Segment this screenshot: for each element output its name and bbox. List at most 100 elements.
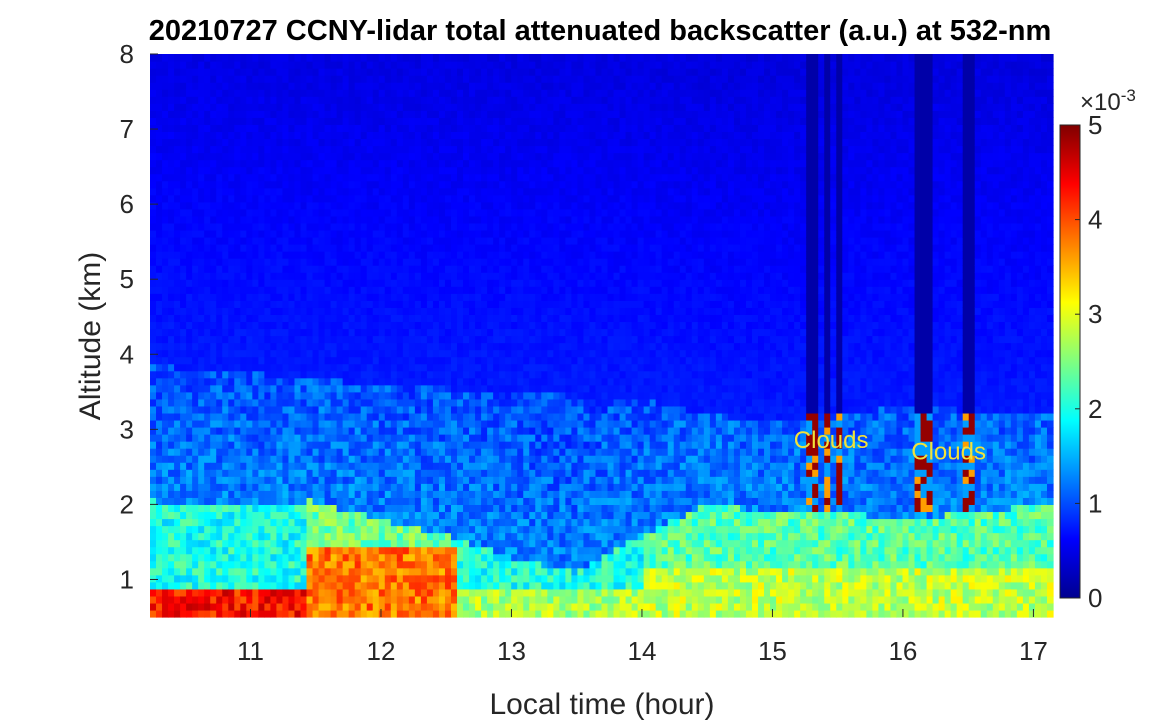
- heatmap-cell: [426, 68, 434, 76]
- heatmap-cell: [246, 131, 253, 140]
- heatmap-cell: [156, 145, 163, 154]
- heatmap-cell: [210, 546, 217, 555]
- heatmap-cell: [481, 187, 488, 196]
- heatmap-cell: [438, 546, 446, 555]
- heatmap-cell: [511, 363, 518, 372]
- heatmap-cell: [354, 546, 362, 555]
- heatmap-cell: [162, 152, 169, 161]
- heatmap-cell: [493, 448, 500, 456]
- heatmap-cell: [336, 152, 344, 161]
- heatmap-cell: [457, 405, 464, 414]
- heatmap-cell: [312, 574, 320, 583]
- heatmap-cell: [426, 215, 434, 224]
- heatmap-cell: [258, 96, 265, 104]
- heatmap-cell: [246, 103, 253, 111]
- heatmap-cell: [210, 497, 217, 505]
- heatmap-cell: [210, 201, 217, 210]
- heatmap-cell: [360, 497, 368, 505]
- heatmap-cell: [222, 229, 229, 238]
- heatmap-cell: [457, 455, 464, 463]
- heatmap-cell: [475, 180, 482, 189]
- heatmap-cell: [246, 314, 253, 323]
- heatmap-cell: [342, 448, 350, 456]
- heatmap-cell: [444, 300, 452, 308]
- heatmap-cell: [192, 166, 199, 175]
- heatmap-cell: [300, 145, 308, 154]
- heatmap-cell: [150, 335, 157, 344]
- heatmap-cell: [493, 194, 500, 203]
- heatmap-cell: [228, 441, 235, 449]
- heatmap-cell: [186, 244, 193, 252]
- heatmap-cell: [366, 342, 374, 351]
- heatmap-cell: [252, 166, 259, 175]
- heatmap-cell: [402, 349, 410, 358]
- heatmap-cell: [432, 307, 440, 315]
- heatmap-cell: [282, 370, 290, 379]
- heatmap-cell: [234, 483, 241, 491]
- heatmap-cell: [342, 349, 350, 358]
- heatmap-cell: [396, 398, 404, 407]
- heatmap-cell: [481, 497, 488, 505]
- heatmap-cell: [360, 426, 368, 435]
- heatmap-cell: [156, 286, 163, 294]
- heatmap-cell: [246, 201, 253, 210]
- heatmap-cell: [493, 441, 500, 449]
- heatmap-cell: [252, 490, 259, 498]
- heatmap-cell: [402, 244, 410, 252]
- heatmap-cell: [444, 609, 452, 618]
- heatmap-cell: [499, 54, 506, 62]
- heatmap-cell: [264, 588, 271, 597]
- heatmap-cell: [348, 363, 356, 372]
- heatmap-cell: [270, 588, 278, 597]
- heatmap-cell: [270, 518, 278, 527]
- heatmap-cell: [180, 272, 187, 280]
- heatmap-cell: [150, 462, 157, 470]
- heatmap-cell: [264, 363, 271, 372]
- heatmap-cell: [216, 215, 223, 224]
- heatmap-cell: [336, 75, 344, 83]
- heatmap-cell: [511, 532, 518, 541]
- heatmap-cell: [420, 455, 428, 463]
- heatmap-cell: [186, 532, 193, 541]
- heatmap-cell: [469, 426, 476, 435]
- heatmap-cell: [408, 441, 416, 449]
- heatmap-cell: [294, 588, 302, 597]
- heatmap-cell: [156, 588, 163, 597]
- heatmap-cell: [517, 567, 524, 576]
- heatmap-cell: [481, 117, 488, 125]
- heatmap-cell: [505, 525, 512, 534]
- heatmap-cell: [312, 525, 320, 534]
- heatmap-cell: [475, 258, 482, 266]
- heatmap-cell: [294, 265, 302, 273]
- heatmap-cell: [270, 166, 278, 175]
- heatmap-cell: [463, 208, 470, 217]
- heatmap-cell: [511, 75, 518, 83]
- heatmap-cell: [240, 293, 247, 301]
- heatmap-cell: [162, 236, 169, 245]
- heatmap-cell: [360, 574, 368, 583]
- heatmap-cell: [475, 377, 482, 386]
- heatmap-cell: [336, 307, 344, 315]
- heatmap-cell: [246, 96, 253, 104]
- heatmap-cell: [420, 560, 428, 569]
- heatmap-cell: [505, 82, 512, 90]
- heatmap-cell: [396, 462, 404, 470]
- heatmap-cell: [438, 504, 446, 513]
- heatmap-cell: [162, 244, 169, 252]
- heatmap-cell: [174, 483, 181, 491]
- heatmap-cell: [264, 131, 271, 140]
- heatmap-cell: [348, 546, 356, 555]
- heatmap-cell: [216, 159, 223, 168]
- heatmap-cell: [174, 145, 181, 154]
- heatmap-cell: [258, 258, 265, 266]
- heatmap-cell: [162, 546, 169, 555]
- heatmap-cell: [505, 110, 512, 118]
- heatmap-cell: [312, 321, 320, 330]
- heatmap-cell: [156, 117, 163, 125]
- heatmap-cell: [324, 124, 332, 133]
- heatmap-cell: [228, 539, 235, 548]
- heatmap-cell: [438, 391, 446, 400]
- heatmap-cell: [270, 462, 278, 470]
- heatmap-cell: [222, 208, 229, 217]
- heatmap-cell: [390, 194, 398, 203]
